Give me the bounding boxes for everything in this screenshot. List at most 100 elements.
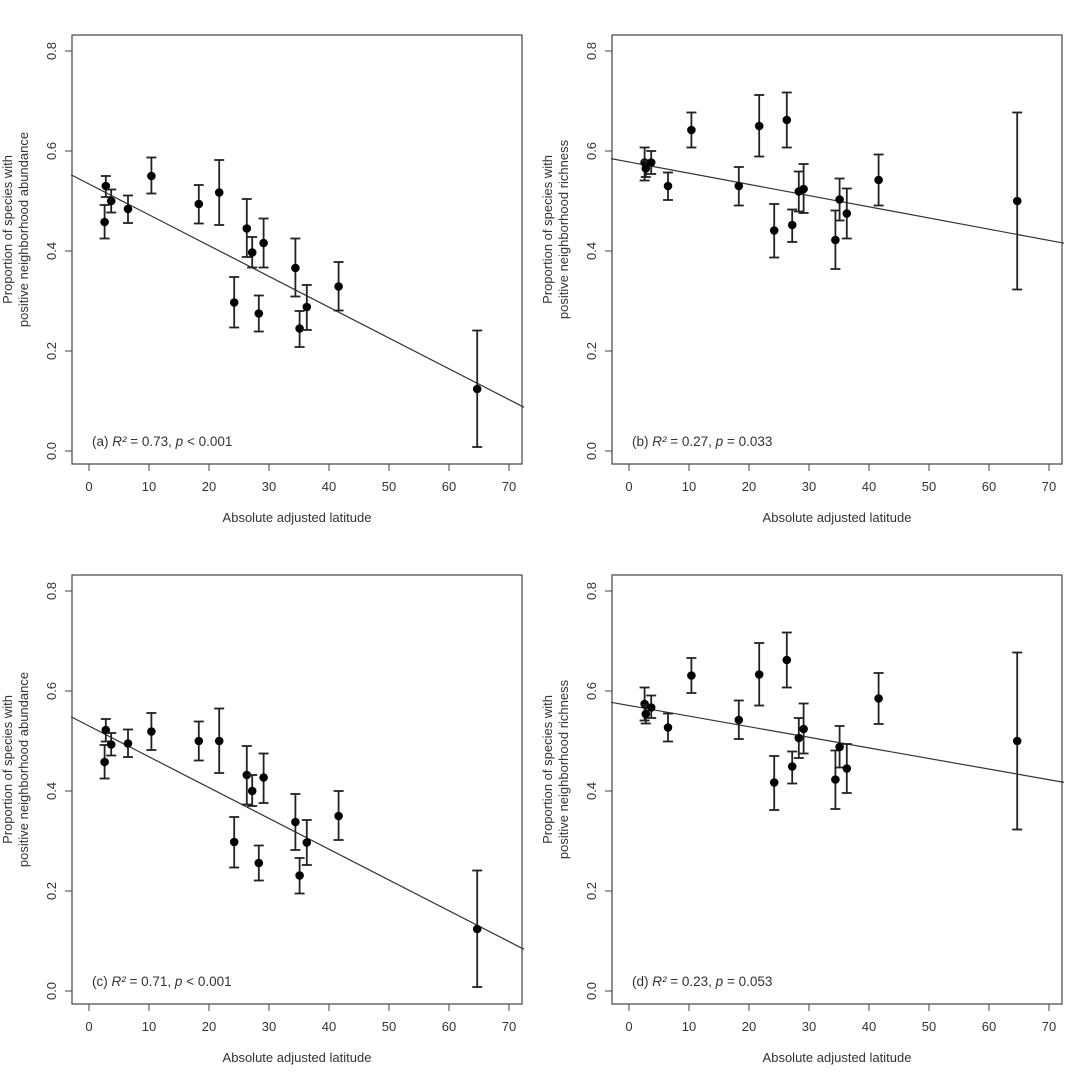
data-point bbox=[259, 773, 268, 782]
data-point bbox=[1012, 196, 1022, 206]
y-tick-label: 0.4 bbox=[584, 782, 599, 800]
data-point bbox=[242, 224, 252, 233]
y-axis-title-line: Proportion of species with bbox=[0, 155, 15, 304]
data-point bbox=[787, 220, 797, 230]
x-tick-label: 70 bbox=[1042, 479, 1056, 494]
data-point bbox=[835, 742, 844, 752]
y-tick-label: 0.6 bbox=[584, 142, 599, 160]
x-tick-label: 60 bbox=[442, 1019, 456, 1034]
regression-line bbox=[610, 701, 1065, 783]
plot-frame bbox=[611, 574, 1063, 1005]
y-tick-label: 0.0 bbox=[44, 442, 59, 460]
y-axis-title-line: Proportion of species with bbox=[0, 695, 15, 844]
data-point bbox=[831, 775, 840, 784]
data-point bbox=[874, 175, 883, 185]
annotation-stat-value: = 0.71, bbox=[126, 974, 175, 989]
data-point bbox=[123, 739, 133, 748]
annotation-p-value: = 0.053 bbox=[723, 974, 772, 989]
regression-line bbox=[70, 716, 525, 950]
x-tick-label: 40 bbox=[322, 1019, 336, 1034]
x-tick-label: 60 bbox=[982, 1019, 996, 1034]
x-tick-label: 70 bbox=[502, 1019, 516, 1034]
data-point bbox=[302, 838, 312, 847]
y-tick-label: 0.2 bbox=[44, 342, 59, 360]
data-point bbox=[799, 184, 808, 194]
x-tick-label: 60 bbox=[982, 479, 996, 494]
annotation-stat-value: = 0.27, bbox=[667, 434, 716, 449]
plot-frame bbox=[71, 34, 523, 465]
x-tick-label: 0 bbox=[85, 1019, 92, 1034]
data-point bbox=[646, 158, 656, 167]
y-axis-title-line: positive neighborhood abundance bbox=[16, 672, 31, 867]
annotation-prefix: (b) bbox=[632, 434, 652, 449]
x-tick-label: 50 bbox=[382, 1019, 396, 1034]
y-axis-title-line: Proportion of species with bbox=[540, 695, 555, 844]
y-tick-label: 0.8 bbox=[584, 42, 599, 60]
data-point bbox=[472, 924, 482, 934]
stats-annotation: (d) R² = 0.23, p = 0.053 bbox=[632, 974, 772, 989]
stats-annotation: (b) R² = 0.27, p = 0.033 bbox=[632, 434, 772, 449]
annotation-stat-value: = 0.73, bbox=[127, 434, 176, 449]
y-axis-title-line: Proportion of species with bbox=[540, 155, 555, 304]
data-point bbox=[663, 723, 673, 732]
data-point bbox=[794, 733, 804, 743]
data-point bbox=[769, 778, 779, 787]
data-point bbox=[782, 655, 792, 665]
y-tick-label: 0.6 bbox=[584, 682, 599, 700]
data-point bbox=[295, 324, 304, 333]
data-point bbox=[769, 226, 779, 235]
data-point bbox=[147, 727, 156, 736]
data-point bbox=[247, 248, 257, 257]
stats-annotation: (a) R² = 0.73, p < 0.001 bbox=[92, 434, 232, 449]
x-tick-label: 20 bbox=[742, 479, 756, 494]
y-tick-label: 0.2 bbox=[44, 882, 59, 900]
data-point bbox=[687, 125, 696, 135]
x-tick-label: 40 bbox=[322, 479, 336, 494]
data-point bbox=[100, 757, 109, 767]
annotation-stat-symbol: R² bbox=[652, 974, 667, 989]
x-tick-label: 0 bbox=[625, 479, 632, 494]
data-point bbox=[101, 181, 111, 191]
annotation-p-value: < 0.001 bbox=[183, 434, 232, 449]
y-tick-label: 0.8 bbox=[44, 582, 59, 600]
x-axis-title: Absolute adjusted latitude bbox=[763, 510, 912, 525]
data-point bbox=[254, 858, 264, 868]
y-tick-label: 0.4 bbox=[584, 242, 599, 260]
annotation-p-symbol: p bbox=[715, 974, 724, 989]
data-point bbox=[641, 164, 651, 173]
x-tick-label: 30 bbox=[262, 1019, 276, 1034]
data-point bbox=[334, 811, 343, 821]
data-point bbox=[754, 121, 764, 131]
x-tick-label: 50 bbox=[382, 479, 396, 494]
annotation-prefix: (a) bbox=[92, 434, 112, 449]
annotation-prefix: (d) bbox=[632, 974, 652, 989]
annotation-stat-symbol: R² bbox=[652, 434, 667, 449]
data-point bbox=[334, 282, 343, 291]
x-tick-label: 60 bbox=[442, 479, 456, 494]
y-axis-title-line: positive neighborhood abundance bbox=[16, 132, 31, 327]
data-point bbox=[1012, 736, 1022, 746]
y-tick-label: 0.2 bbox=[584, 342, 599, 360]
y-tick-label: 0.4 bbox=[44, 782, 59, 800]
data-point bbox=[291, 263, 300, 273]
panel-c: 0 10 20 30 40 50 60 70 0.0 0.2 0.4 0.6 0.8 Absolute a… bbox=[0, 574, 525, 1065]
y-tick-label: 0.4 bbox=[44, 242, 59, 260]
annotation-p-symbol: p bbox=[175, 434, 184, 449]
x-tick-label: 20 bbox=[202, 479, 216, 494]
y-tick-label: 0.6 bbox=[44, 142, 59, 160]
annotation-p-value: < 0.001 bbox=[182, 974, 231, 989]
y-tick-label: 0.0 bbox=[584, 442, 599, 460]
annotation-p-symbol: p bbox=[174, 974, 183, 989]
data-point bbox=[194, 736, 204, 746]
annotation-stat-value: = 0.23, bbox=[667, 974, 716, 989]
data-point bbox=[831, 235, 840, 245]
x-axis-title: Absolute adjusted latitude bbox=[763, 1050, 912, 1065]
x-tick-label: 40 bbox=[862, 479, 876, 494]
data-point bbox=[782, 115, 792, 125]
data-point bbox=[291, 817, 300, 827]
data-point bbox=[106, 196, 116, 206]
x-tick-label: 20 bbox=[202, 1019, 216, 1034]
annotation-stat-symbol: R² bbox=[112, 434, 127, 449]
data-point bbox=[472, 384, 482, 394]
